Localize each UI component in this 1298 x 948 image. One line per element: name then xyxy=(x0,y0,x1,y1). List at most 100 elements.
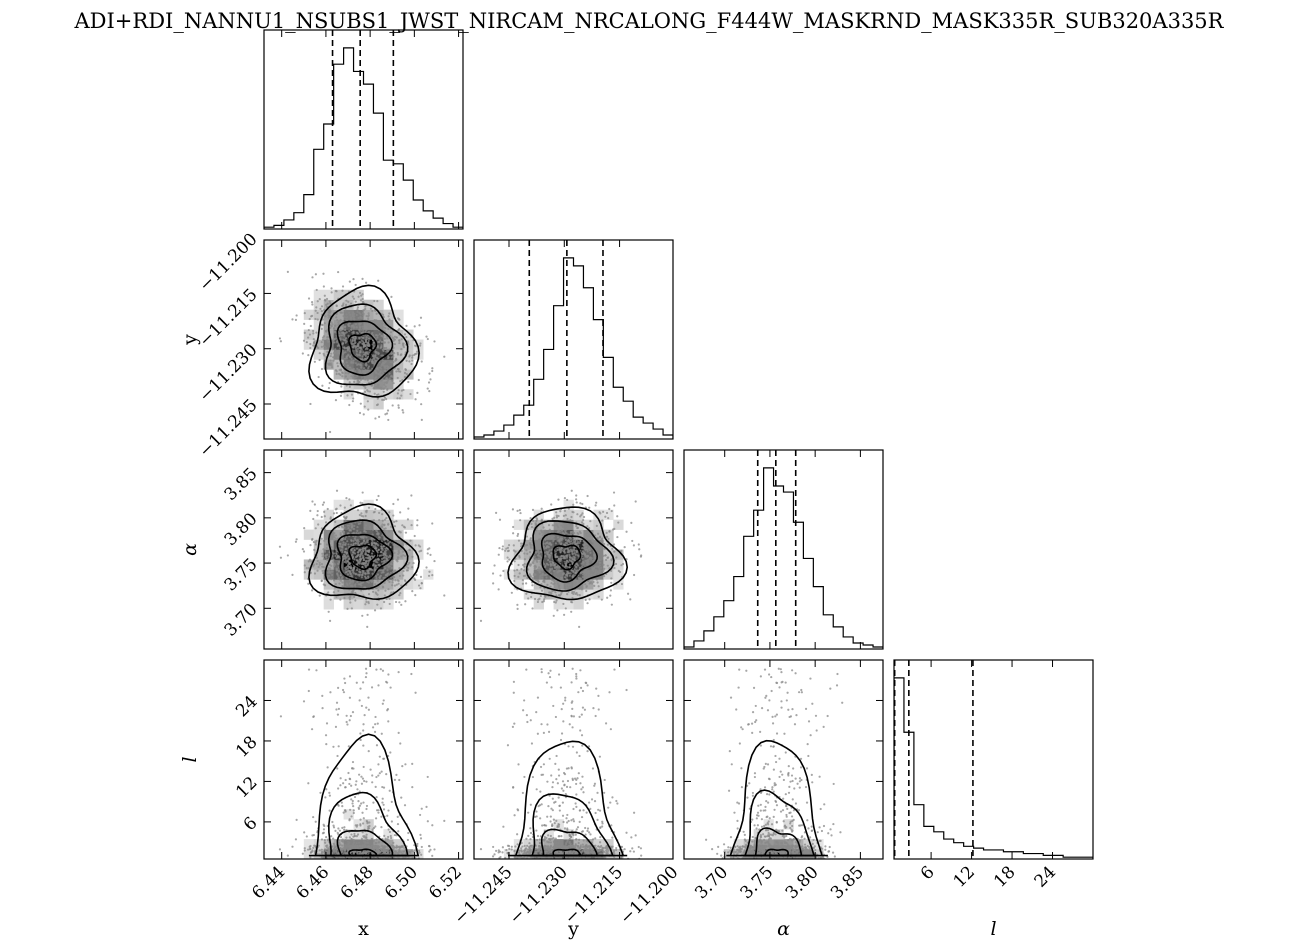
sample-point xyxy=(558,809,561,812)
sample-point xyxy=(388,377,391,380)
sample-point xyxy=(390,800,393,803)
sample-point xyxy=(380,550,383,553)
sample-point xyxy=(568,574,571,577)
sample-point xyxy=(360,782,364,785)
sample-point xyxy=(599,835,602,839)
sample-point xyxy=(328,570,331,574)
sample-point xyxy=(570,600,573,604)
sample-point xyxy=(528,541,532,545)
sample-point xyxy=(343,851,346,854)
sample-point xyxy=(364,305,367,308)
sample-point xyxy=(348,719,351,722)
sample-point xyxy=(336,754,339,758)
sample-point xyxy=(345,720,348,724)
sample-point xyxy=(550,582,553,585)
sample-point xyxy=(390,576,393,579)
sample-point xyxy=(321,694,324,697)
sample-point xyxy=(323,539,326,542)
sample-point xyxy=(316,509,319,513)
sample-point xyxy=(330,321,333,324)
sample-point xyxy=(365,706,368,709)
sample-point xyxy=(582,543,585,546)
sample-point xyxy=(329,326,332,329)
sample-point xyxy=(364,386,367,389)
sample-point xyxy=(569,583,572,586)
sample-point xyxy=(381,398,384,401)
sample-point xyxy=(338,841,341,845)
density-cell xyxy=(343,599,354,610)
sample-point xyxy=(518,572,521,575)
sample-point xyxy=(312,332,315,335)
sample-point xyxy=(334,520,337,523)
sample-point xyxy=(383,396,386,399)
sample-point xyxy=(332,327,336,330)
sample-point xyxy=(371,376,374,379)
density-cell xyxy=(313,569,324,580)
sample-point xyxy=(387,378,390,382)
sample-point xyxy=(357,550,360,554)
sample-point xyxy=(381,669,385,672)
sample-point xyxy=(356,788,359,791)
sample-point xyxy=(604,554,607,557)
sample-point xyxy=(350,815,353,818)
density-cell xyxy=(313,529,324,540)
sample-point xyxy=(585,573,588,576)
sample-point xyxy=(597,585,600,588)
sample-point xyxy=(537,552,541,555)
density-cell xyxy=(343,579,354,590)
sample-point xyxy=(361,822,365,825)
sample-point xyxy=(361,325,364,328)
sample-point xyxy=(373,730,377,733)
sample-point xyxy=(491,572,495,575)
sample-point xyxy=(598,536,601,539)
sample-point xyxy=(414,544,417,547)
sample-point xyxy=(315,331,318,334)
sample-point xyxy=(367,593,371,596)
sample-point xyxy=(597,595,600,598)
sample-point xyxy=(358,773,361,776)
sample-point xyxy=(337,589,340,593)
sample-point xyxy=(522,563,525,567)
sample-point xyxy=(569,527,572,530)
sample-point xyxy=(592,580,595,584)
sample-point xyxy=(354,599,357,602)
sample-point xyxy=(333,848,336,851)
sample-point xyxy=(341,285,345,288)
sample-point xyxy=(320,537,323,540)
sample-point xyxy=(632,573,636,577)
density-cell xyxy=(313,349,324,360)
sample-point xyxy=(370,543,373,547)
sample-point xyxy=(368,821,371,824)
sample-point xyxy=(584,541,587,544)
sample-point xyxy=(387,356,390,359)
sample-point xyxy=(390,295,393,299)
sample-point xyxy=(586,602,589,605)
sample-point xyxy=(339,504,342,507)
sample-point xyxy=(513,574,516,578)
sample-point xyxy=(562,543,566,546)
sample-point xyxy=(552,569,556,573)
sample-point xyxy=(313,572,317,575)
sample-point xyxy=(335,511,338,515)
sample-point xyxy=(302,339,306,342)
sample-point xyxy=(416,519,419,522)
sample-point xyxy=(366,569,369,572)
sample-point xyxy=(322,335,326,338)
sample-point xyxy=(332,558,335,561)
sample-point xyxy=(352,811,355,815)
sample-point xyxy=(575,569,578,572)
sample-point xyxy=(338,829,342,832)
sample-point xyxy=(294,540,298,543)
sample-point xyxy=(555,599,558,602)
sample-point xyxy=(571,532,575,535)
sample-point xyxy=(544,555,547,558)
sample-point xyxy=(328,794,331,797)
sample-point xyxy=(362,351,365,354)
sample-point xyxy=(429,848,432,851)
contour-line xyxy=(336,533,394,582)
sample-point xyxy=(543,580,546,584)
sample-point xyxy=(398,601,401,604)
sample-point xyxy=(420,845,423,849)
sample-point xyxy=(332,745,335,748)
sample-point xyxy=(363,840,367,844)
